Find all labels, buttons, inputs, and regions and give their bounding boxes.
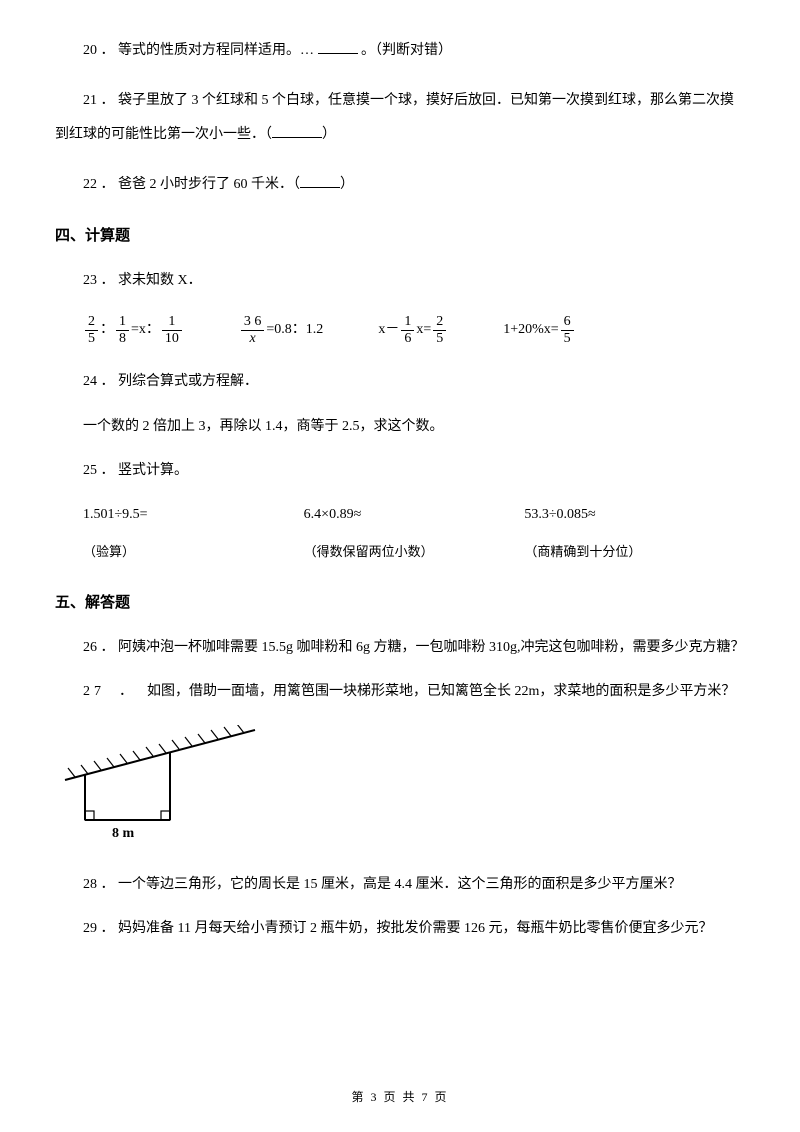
eq3-mid: x=	[416, 319, 431, 341]
q24-text: 列综合算式或方程解．	[118, 374, 258, 389]
q21-num: 21 ．	[83, 93, 115, 108]
eq1-colon1: ：	[100, 319, 114, 341]
eq1: 25 ： 18 =x： 110	[83, 314, 184, 346]
q21-close: ）	[322, 127, 336, 142]
q26-text: 阿姨冲泡一杯咖啡需要 15.5g 咖啡粉和 6g 方糖，一包咖啡粉 310g,冲…	[118, 640, 745, 655]
eq1-f3d: 10	[162, 331, 182, 346]
q22-close: ）	[340, 177, 354, 192]
q21-blank[interactable]	[272, 124, 322, 138]
q27-num: 27	[83, 684, 105, 699]
calc-s1: （验算）	[83, 542, 304, 563]
question-26: 26 ． 阿姨冲泡一杯咖啡需要 15.5g 咖啡粉和 6g 方糖，一包咖啡粉 3…	[55, 637, 745, 659]
question-22: 22 ． 爸爸 2 小时步行了 60 千米．（ ）	[55, 174, 745, 196]
q20-num: 20 ．	[83, 43, 115, 58]
eq4: 1+20%x= 65	[503, 314, 575, 346]
q27-dot: ．	[119, 684, 133, 699]
calc-2: 6.4×0.89≈	[304, 504, 525, 526]
q22-text: 爸爸 2 小时步行了 60 千米．（	[118, 177, 300, 192]
q25-text: 竖式计算。	[118, 463, 188, 478]
q24-num: 24 ．	[83, 374, 115, 389]
q20-suffix: 。（判断对错）	[361, 43, 452, 58]
calc-1: 1.501÷9.5=	[83, 504, 304, 526]
question-21: 21 ． 袋子里放了 3 个红球和 5 个白球，任意摸一个球，摸好后放回．已知第…	[55, 84, 745, 151]
equation-row: 25 ： 18 =x： 110 3 6x =0.8：1.2 x－ 16 x= 2…	[83, 314, 745, 346]
eq2-f1d: x	[241, 331, 265, 346]
q23-num: 23 ．	[83, 273, 115, 288]
q21-text: 袋子里放了 3 个红球和 5 个白球，任意摸一个球，摸好后放回．已知第一次摸到红…	[55, 93, 734, 142]
eq3-pre: x－	[378, 319, 399, 341]
q22-blank[interactable]	[300, 174, 340, 188]
eq1-f1n: 2	[85, 314, 98, 330]
eq2-rest: =0.8：1.2	[266, 319, 323, 341]
eq3: x－ 16 x= 25	[378, 314, 448, 346]
eq4-f1n: 6	[561, 314, 574, 330]
eq4-f1d: 5	[561, 331, 574, 346]
question-28: 28 ． 一个等边三角形，它的周长是 15 厘米，高是 4.4 厘米．这个三角形…	[55, 874, 745, 896]
q22-num: 22 ．	[83, 177, 115, 192]
eq2-f1n: 3 6	[241, 314, 265, 330]
eq1-f3n: 1	[162, 314, 182, 330]
q28-num: 28 ．	[83, 877, 115, 892]
trapezoid-figure: 8 m	[60, 725, 745, 848]
eq1-f2n: 1	[116, 314, 129, 330]
calc-3: 53.3÷0.085≈	[524, 504, 745, 526]
q27-text: 如图，借助一面墙，用篱笆围一块梯形菜地，已知篱笆全长 22m，求菜地的面积是多少…	[147, 684, 735, 699]
q20-text: 等式的性质对方程同样适用。…	[118, 43, 314, 58]
eq1-f1d: 5	[85, 331, 98, 346]
q20-blank[interactable]	[318, 40, 358, 54]
q24-sub: 一个数的 2 倍加上 3，再除以 1.4，商等于 2.5，求这个数。	[55, 416, 745, 438]
q26-num: 26 ．	[83, 640, 115, 655]
q29-num: 29 ．	[83, 921, 115, 936]
page-footer: 第 3 页 共 7 页	[0, 1088, 800, 1107]
eq3-f2n: 2	[433, 314, 446, 330]
question-24: 24 ． 列综合算式或方程解．	[55, 371, 745, 393]
question-27: 27 ． 如图，借助一面墙，用篱笆围一块梯形菜地，已知篱笆全长 22m，求菜地的…	[55, 681, 745, 703]
calc-s2: （得数保留两位小数）	[304, 542, 525, 563]
question-20: 20 ． 等式的性质对方程同样适用。… 。（判断对错）	[55, 40, 745, 62]
question-23: 23 ． 求未知数 X．	[55, 270, 745, 292]
q29-text: 妈妈准备 11 月每天给小青预订 2 瓶牛奶，按批发价需要 126 元，每瓶牛奶…	[118, 921, 712, 936]
eq2: 3 6x =0.8：1.2	[239, 314, 323, 346]
section-4-header: 四、计算题	[55, 224, 745, 248]
question-29: 29 ． 妈妈准备 11 月每天给小青预订 2 瓶牛奶，按批发价需要 126 元…	[55, 918, 745, 940]
calc-row: 1.501÷9.5= 6.4×0.89≈ 53.3÷0.085≈	[83, 504, 745, 526]
eq3-f1n: 1	[401, 314, 414, 330]
q28-text: 一个等边三角形，它的周长是 15 厘米，高是 4.4 厘米．这个三角形的面积是多…	[118, 877, 682, 892]
section-5-header: 五、解答题	[55, 591, 745, 615]
eq3-f2d: 5	[433, 331, 446, 346]
q25-num: 25 ．	[83, 463, 115, 478]
question-25: 25 ． 竖式计算。	[55, 460, 745, 482]
eq3-f1d: 6	[401, 331, 414, 346]
calc-s3: （商精确到十分位）	[524, 542, 745, 563]
eq1-mid: =x：	[131, 319, 160, 341]
trap-label: 8 m	[112, 826, 135, 840]
q23-text: 求未知数 X．	[118, 273, 202, 288]
eq1-f2d: 8	[116, 331, 129, 346]
calc-sub-row: （验算） （得数保留两位小数） （商精确到十分位）	[83, 542, 745, 563]
eq4-pre: 1+20%x=	[503, 319, 558, 341]
